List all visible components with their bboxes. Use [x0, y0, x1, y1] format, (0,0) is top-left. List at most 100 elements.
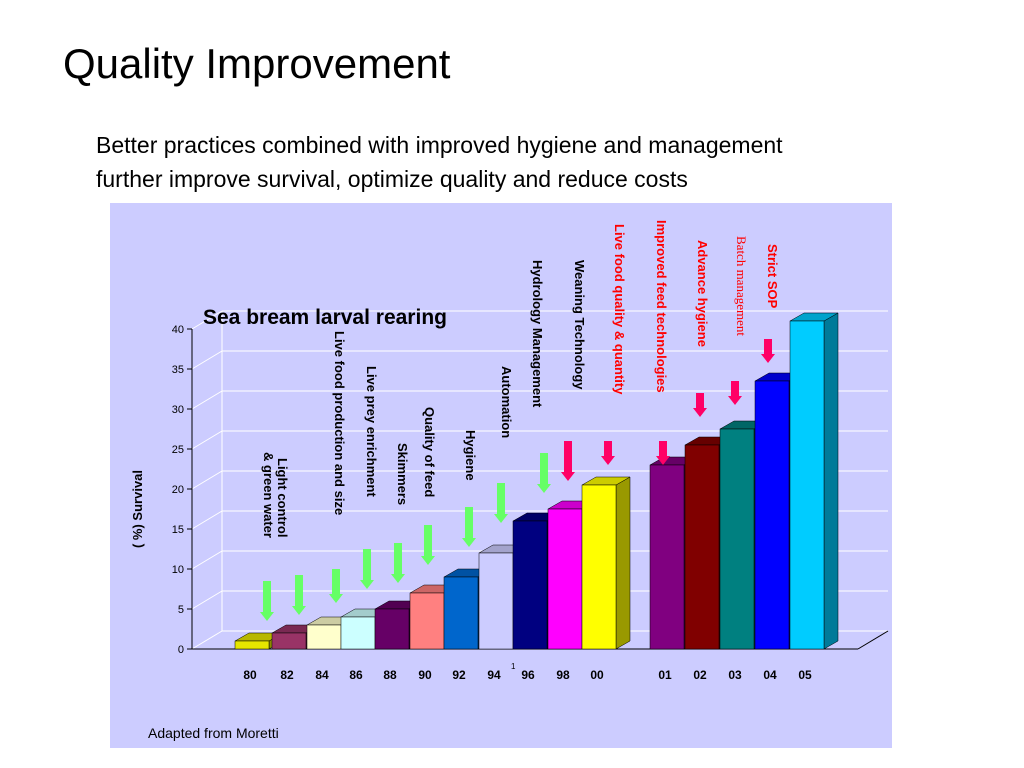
annotation-label: Weaning Technology: [572, 260, 587, 390]
annotation-label: Skimmers: [395, 443, 410, 505]
annotation-label: Strict SOP: [765, 244, 780, 309]
x-tick-label: 80: [243, 668, 257, 682]
bar: [649, 464, 685, 650]
annotation-arrow-head: [292, 606, 306, 615]
annotation-arrow-head: [421, 556, 435, 565]
annotation-arrow-shaft: [394, 543, 402, 575]
annotation-arrow-shaft: [363, 549, 371, 581]
x-tick-label: 05: [798, 668, 812, 682]
x-tick-label: 82: [280, 668, 294, 682]
annotation-arrow-shaft: [332, 569, 340, 595]
annotation-arrow-head: [260, 612, 274, 621]
x-tick-label: 94: [487, 668, 501, 682]
annotation-arrow-head: [728, 396, 742, 405]
x-tick-label: 04: [763, 668, 777, 682]
annotation-label: Quality of feed: [422, 407, 437, 497]
gridline-depth: [191, 390, 223, 410]
annotation-arrow-head: [561, 472, 575, 481]
gridline-depth: [191, 510, 223, 530]
x-tick-label: 84: [315, 668, 329, 682]
y-tick-label: 10: [172, 564, 184, 576]
annotation-label: Automation: [499, 366, 514, 438]
annotation-label: Hydrology Management: [530, 260, 545, 408]
annotation-arrow-head: [601, 456, 615, 465]
bar: [547, 508, 583, 650]
annotation-arrow-head: [329, 594, 343, 603]
annotation-arrow-shaft: [465, 507, 473, 539]
x-tick-label: 98: [556, 668, 570, 682]
x-tick-label: 02: [693, 668, 707, 682]
annotation-label: Advance hygiene: [695, 240, 710, 347]
annotation-arrow-shaft: [659, 441, 667, 457]
annotation-label: Batch management: [734, 236, 749, 336]
annotation-arrow-head: [693, 408, 707, 417]
x-tick-label: 00: [590, 668, 604, 682]
y-tick-label: 20: [172, 484, 184, 496]
annotation-arrow-shaft: [497, 483, 505, 515]
y-tick-label: 40: [172, 324, 184, 336]
x-axis-depth: [857, 630, 889, 650]
annotation-arrow-head: [462, 538, 476, 547]
bar: [409, 592, 445, 650]
annotation-label: Live prey enrichment: [364, 366, 379, 497]
annotation-label-line2: & green water: [261, 452, 276, 538]
annotation-arrow-shaft: [604, 441, 612, 457]
y-tick-label: 35: [172, 364, 184, 376]
bar-side: [823, 312, 839, 650]
gridline-depth: [191, 310, 223, 330]
annotation-arrow-head: [360, 580, 374, 589]
x-tick-label: 03: [728, 668, 742, 682]
bar: [512, 520, 548, 650]
gridline-depth: [191, 350, 223, 370]
y-tick-label: 5: [178, 604, 184, 616]
bar-side: [615, 476, 631, 650]
bar: [340, 616, 376, 650]
chart-panel: 0 5 10 15 20 25 30 35 40( %) Survival Sea bream l…: [110, 203, 892, 748]
bar: [789, 320, 825, 650]
y-tick-label: 0: [178, 644, 184, 656]
annotation-arrow-shaft: [263, 581, 271, 613]
annotation-arrow-head: [391, 574, 405, 583]
bar: [581, 484, 617, 650]
y-axis-label: ( %) Survival: [130, 470, 145, 548]
x-tick-label: 90: [418, 668, 432, 682]
gridline-depth: [191, 550, 223, 570]
annotation-label: Live food quality & quantity: [612, 224, 627, 395]
annotation-label: Improved feed technologies: [654, 220, 669, 393]
bar: [754, 380, 790, 650]
gridline-depth: [191, 430, 223, 450]
bar: [306, 624, 342, 650]
annotation-arrow-head: [494, 514, 508, 523]
annotation-arrow-shaft: [731, 381, 739, 397]
source-note: Adapted from Moretti: [148, 725, 279, 741]
chart-title: Sea bream larval rearing: [203, 306, 447, 329]
subtitle-line-1: Better practices combined with improved …: [96, 132, 783, 158]
annotation-arrow-head: [537, 484, 551, 493]
bar: [478, 552, 514, 650]
annotation-arrow-shaft: [564, 441, 572, 473]
gridline-depth: [191, 630, 223, 650]
subtitle-line-2: further improve survival, optimize quali…: [96, 166, 688, 192]
bar: [374, 608, 410, 650]
annotation-arrow-head: [656, 456, 670, 465]
annotation-label: Live food production and size: [332, 331, 347, 515]
bar: [719, 428, 755, 650]
annotation-arrow-shaft: [424, 525, 432, 557]
slide-title: Quality Improvement: [63, 40, 451, 87]
annotation-arrow-shaft: [540, 453, 548, 485]
y-tick-label: 15: [172, 524, 184, 536]
annotation-arrow-shaft: [696, 393, 704, 409]
gridline-depth: [191, 470, 223, 490]
page-marker: 1: [511, 662, 516, 671]
annotation-arrow-shaft: [295, 575, 303, 607]
bar: [234, 640, 270, 650]
gridline-depth: [191, 590, 223, 610]
bar: [271, 632, 307, 650]
annotation-label: Hygiene: [463, 430, 478, 481]
y-tick-label: 30: [172, 404, 184, 416]
bar: [684, 444, 720, 650]
annotation-arrow-shaft: [764, 339, 772, 355]
slide-subtitle: Better practices combined with improved …: [96, 128, 996, 196]
x-tick-label: 88: [383, 668, 397, 682]
x-tick-label: 01: [658, 668, 672, 682]
